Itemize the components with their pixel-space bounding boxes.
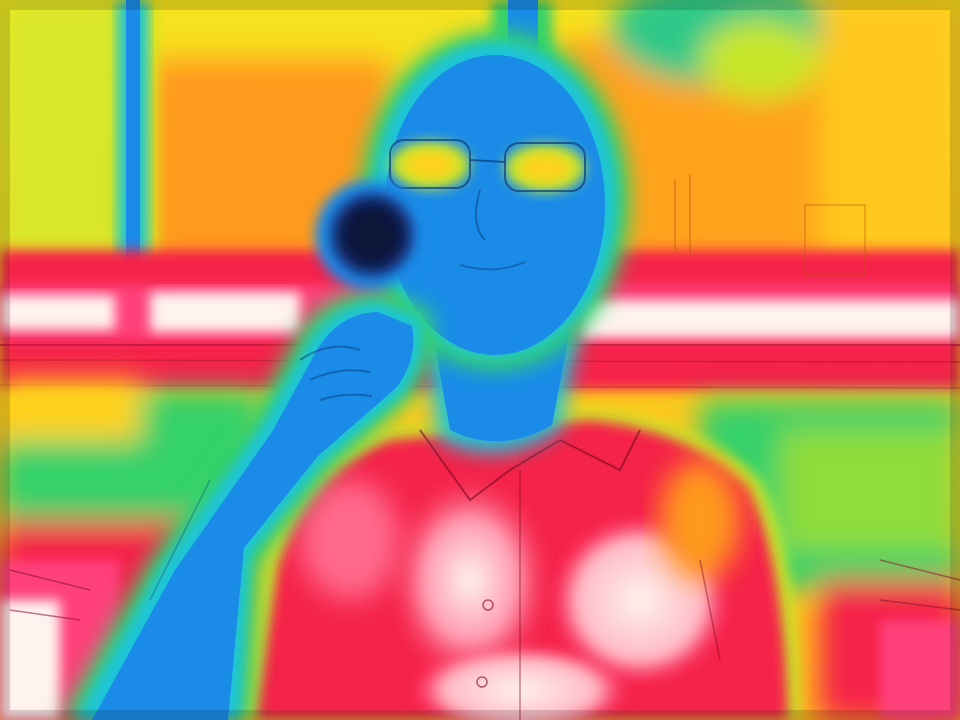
eyeglasses — [389, 139, 586, 192]
background-details — [9, 175, 960, 621]
person-head — [360, 30, 630, 453]
person-torso — [240, 410, 800, 720]
person-arm — [60, 290, 433, 720]
cold-object — [315, 180, 425, 290]
